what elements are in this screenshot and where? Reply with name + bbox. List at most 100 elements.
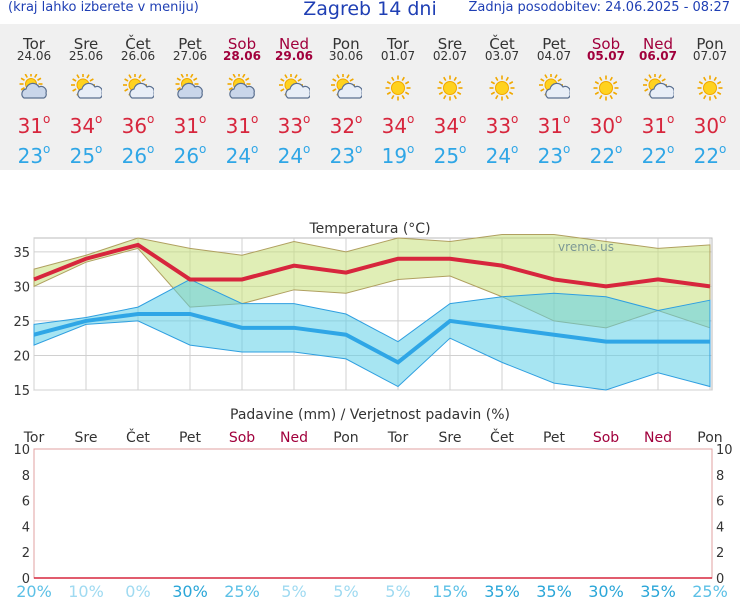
precip-probability: 5% xyxy=(281,582,307,601)
partly-cloudy-icon xyxy=(18,72,50,102)
day-name: Sob xyxy=(591,35,621,53)
precip-ytick-right: 2 xyxy=(716,546,724,561)
max-temp: 31o xyxy=(17,112,51,138)
max-temp: 36o xyxy=(121,112,155,138)
precip-probability: 20% xyxy=(16,582,52,601)
location-menu-hint[interactable]: (kraj lahko izberete v meniju) xyxy=(8,0,199,15)
day-date: 30.06 xyxy=(328,49,364,63)
page-title: Zagreb 14 dni xyxy=(303,0,437,20)
temp-chart-title: Temperatura (°C) xyxy=(308,221,430,237)
sun-icon xyxy=(434,74,466,102)
max-temp: 33o xyxy=(485,112,519,138)
precip-ytick-right: 8 xyxy=(716,469,724,484)
day-name: Ned xyxy=(279,35,309,53)
precip-day-label: Tor xyxy=(387,430,409,446)
precip-ytick-left: 2 xyxy=(22,546,30,561)
min-temp: 23o xyxy=(17,142,51,168)
day-name: Sre xyxy=(73,35,99,53)
min-temp: 22o xyxy=(693,142,727,168)
day-date: 02.07 xyxy=(432,49,468,63)
sun-icon xyxy=(382,74,414,102)
precip-ytick-left: 4 xyxy=(22,520,30,535)
day-date: 04.07 xyxy=(536,49,572,63)
min-temp: 24o xyxy=(225,142,259,168)
sun-cloud-icon xyxy=(642,73,675,102)
precip-day-label: Sob xyxy=(229,430,255,446)
day-date: 07.07 xyxy=(692,49,728,63)
day-name: Čet xyxy=(489,35,515,53)
precip-probability: 25% xyxy=(224,582,260,601)
day-name: Sre xyxy=(437,35,463,53)
day-date: 06.07 xyxy=(639,49,677,63)
min-temp: 26o xyxy=(173,142,207,168)
min-temp: 24o xyxy=(277,142,311,168)
precip-ytick-left: 6 xyxy=(22,495,30,510)
max-temp: 31o xyxy=(537,112,571,138)
day-date: 24.06 xyxy=(16,49,52,63)
precip-ytick-right: 10 xyxy=(716,443,733,458)
partly-cloudy-icon xyxy=(226,72,258,102)
day-date: 26.06 xyxy=(120,49,156,63)
precip-day-label: Tor xyxy=(23,430,45,446)
day-date: 01.07 xyxy=(380,49,416,63)
day-name: Pet xyxy=(542,35,566,53)
temp-ytick: 20 xyxy=(13,349,30,364)
precip-probability: 35% xyxy=(536,582,572,601)
min-temp: 25o xyxy=(69,142,103,168)
day-name: Ned xyxy=(643,35,673,53)
day-date: 28.06 xyxy=(223,49,261,63)
temp-ytick: 15 xyxy=(13,384,30,399)
day-name: Pet xyxy=(178,35,202,53)
day-date: 27.06 xyxy=(172,49,208,63)
max-temp: 34o xyxy=(381,112,415,138)
precip-probability: 25% xyxy=(692,582,728,601)
sun-cloud-icon xyxy=(330,73,363,102)
sun-cloud-icon xyxy=(70,73,103,102)
precip-day-label: Pet xyxy=(179,430,202,446)
precip-day-label: Pet xyxy=(543,430,566,446)
partly-cloudy-icon xyxy=(174,72,206,102)
temp-ytick: 35 xyxy=(13,246,30,261)
min-temp-band xyxy=(33,278,711,391)
precip-ytick-right: 0 xyxy=(716,572,724,587)
min-temp: 22o xyxy=(589,142,623,168)
max-temp: 31o xyxy=(173,112,207,138)
precip-plot-area xyxy=(33,448,713,579)
min-temp: 22o xyxy=(641,142,675,168)
min-temp: 25o xyxy=(433,142,467,168)
precip-ytick-left: 8 xyxy=(22,469,30,484)
precip-probability: 10% xyxy=(68,582,104,601)
min-temp: 23o xyxy=(537,142,571,168)
min-temp: 19o xyxy=(381,142,415,168)
day-name: Tor xyxy=(387,35,409,53)
max-temp-line xyxy=(33,242,711,289)
max-temp: 33o xyxy=(277,112,311,138)
last-update: Zadnja posodobitev: 24.06.2025 - 08:27 xyxy=(468,0,730,15)
day-name: Pon xyxy=(332,35,360,53)
max-temp: 32o xyxy=(329,112,363,138)
precip-chart-title: Padavine (mm) / Verjetnost padavin (%) xyxy=(230,407,510,423)
day-date: 05.07 xyxy=(587,49,625,63)
precip-ytick-right: 4 xyxy=(716,520,724,535)
day-name: Tor xyxy=(23,35,45,53)
min-temp: 24o xyxy=(485,142,519,168)
precip-day-label: Čet xyxy=(490,428,514,446)
max-temp: 30o xyxy=(693,112,727,138)
precip-day-label: Sre xyxy=(439,430,462,446)
precip-probability: 15% xyxy=(432,582,468,601)
max-temp: 31o xyxy=(641,112,675,138)
precip-day-label: Sre xyxy=(75,430,98,446)
precip-day-label: Ned xyxy=(644,430,672,446)
daily-forecast-panel: Tor 24.06 31o 23o Sre 25.06 34o 25o Čet 26.06 36o 2… xyxy=(0,24,740,170)
day-name: Čet xyxy=(125,35,151,53)
precip-day-label: Sob xyxy=(593,430,619,446)
precip-probability: 0% xyxy=(125,582,151,601)
sun-cloud-icon xyxy=(278,73,311,102)
max-temp: 34o xyxy=(69,112,103,138)
precip-ytick-right: 6 xyxy=(716,495,724,510)
day-name: Sob xyxy=(227,35,257,53)
precip-probability: 5% xyxy=(333,582,359,601)
temp-ytick: 25 xyxy=(13,315,30,330)
precip-probability: 35% xyxy=(640,582,676,601)
